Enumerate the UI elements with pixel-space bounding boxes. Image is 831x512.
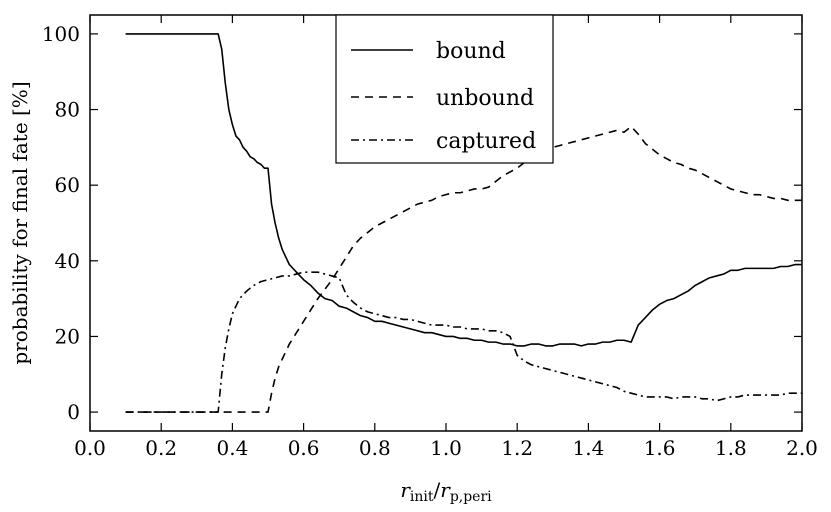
series-line-captured xyxy=(125,271,802,413)
y-tick-label: 80 xyxy=(55,98,80,122)
x-axis-label-var2: r xyxy=(440,478,451,502)
x-axis-label: rinit/rp,peri xyxy=(400,478,492,505)
y-tick-label: 60 xyxy=(55,173,80,197)
y-tick-label: 100 xyxy=(42,22,80,46)
x-tick-label: 0.0 xyxy=(74,436,106,460)
x-tick-label: 1.2 xyxy=(501,436,533,460)
x-tick-label: 1.0 xyxy=(430,436,462,460)
x-tick-label: 0.8 xyxy=(359,436,391,460)
x-tick-label: 2.0 xyxy=(786,436,818,460)
y-tick-label: 40 xyxy=(55,249,80,273)
x-axis-label-sub2: p,peri xyxy=(450,489,492,505)
legend-label-captured: captured xyxy=(436,129,536,154)
legend-label-bound: bound xyxy=(436,39,506,64)
x-tick-label: 1.8 xyxy=(715,436,747,460)
x-tick-label: 1.6 xyxy=(644,436,676,460)
series-layer xyxy=(125,33,802,413)
legend: bound unbound captured xyxy=(335,14,554,164)
x-tick-labels: 0.0 0.2 0.4 0.6 0.8 1.0 1.2 1.4 1.6 1.8 2.0 xyxy=(74,436,818,460)
x-axis-label-sep: / xyxy=(434,478,441,502)
x-tick-label: 0.4 xyxy=(216,436,248,460)
x-tick-label: 1.4 xyxy=(572,436,604,460)
x-axis-label-sub1: init xyxy=(410,489,434,505)
x-axis-label-var: r xyxy=(400,478,411,502)
y-axis-label: probability for final fate [%] xyxy=(8,81,32,364)
series-line-bound xyxy=(125,33,802,347)
y-tick-labels: 0 20 40 60 80 100 xyxy=(42,22,80,424)
y-tick-label: 20 xyxy=(55,324,80,348)
series-line-unbound xyxy=(125,125,802,413)
legend-box xyxy=(335,14,554,164)
legend-label-unbound: unbound xyxy=(436,86,534,111)
y-tick-label: 0 xyxy=(67,400,80,424)
x-tick-label: 0.2 xyxy=(145,436,177,460)
x-tick-label: 0.6 xyxy=(288,436,320,460)
